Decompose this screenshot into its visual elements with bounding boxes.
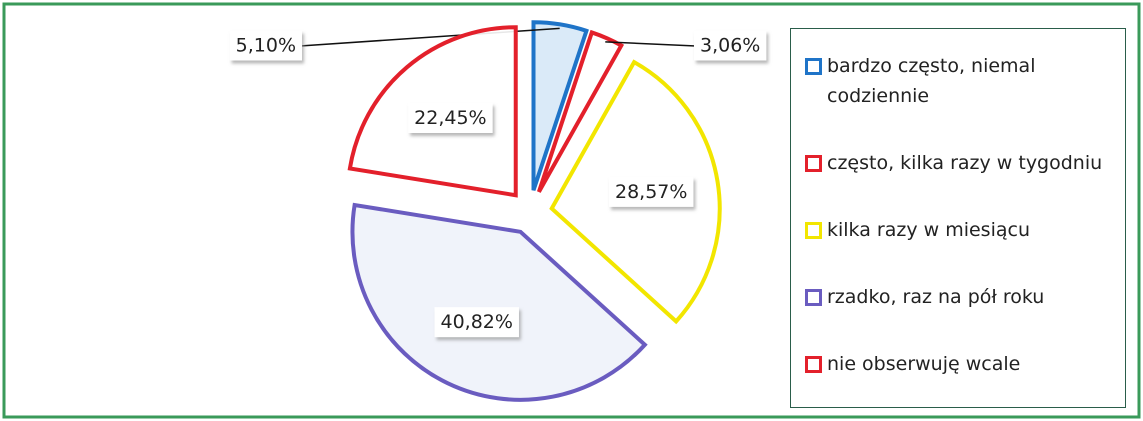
legend-item: rzadko, raz na pół roku: [805, 282, 1115, 312]
legend-label: rzadko, raz na pół roku: [827, 285, 1045, 308]
label-box: [434, 307, 519, 338]
legend-label: bardzo często, niemal codziennie: [827, 55, 1036, 108]
legend-swatch: [805, 155, 822, 173]
legend-label: kilka razy w miesiącu: [827, 218, 1030, 241]
legend-label: często, kilka razy w tygodniu: [827, 152, 1103, 175]
label-box: [229, 30, 302, 61]
legend-swatch: [805, 221, 822, 239]
label-box: [608, 176, 694, 207]
legend-swatch: [805, 288, 822, 306]
legend-item: kilka razy w miesiącu: [805, 215, 1115, 245]
pie-slice: [531, 20, 589, 191]
legend-swatch: [805, 355, 822, 373]
legend: bardzo często, niemal codziennie często, …: [790, 28, 1126, 408]
pie-slice: [350, 202, 648, 402]
legend-item: nie obserwuję wcale: [805, 349, 1115, 379]
data-label: 40,82%: [441, 311, 513, 333]
legend-item: często, kilka razy w tygodniu: [805, 148, 1115, 178]
label-box: [694, 30, 767, 61]
legend-label: nie obserwuję wcale: [827, 352, 1021, 375]
label-box: [408, 102, 493, 133]
data-label: 3,06%: [700, 35, 760, 57]
leader-line: [605, 41, 697, 47]
leader-line: [299, 27, 560, 47]
data-label: 5,10%: [236, 35, 296, 57]
data-label: 22,45%: [414, 107, 486, 129]
data-label: 28,57%: [615, 181, 687, 203]
legend-item: bardzo często, niemal codziennie: [805, 51, 1115, 111]
legend-swatch: [805, 58, 822, 76]
pie-slice: [537, 29, 625, 193]
